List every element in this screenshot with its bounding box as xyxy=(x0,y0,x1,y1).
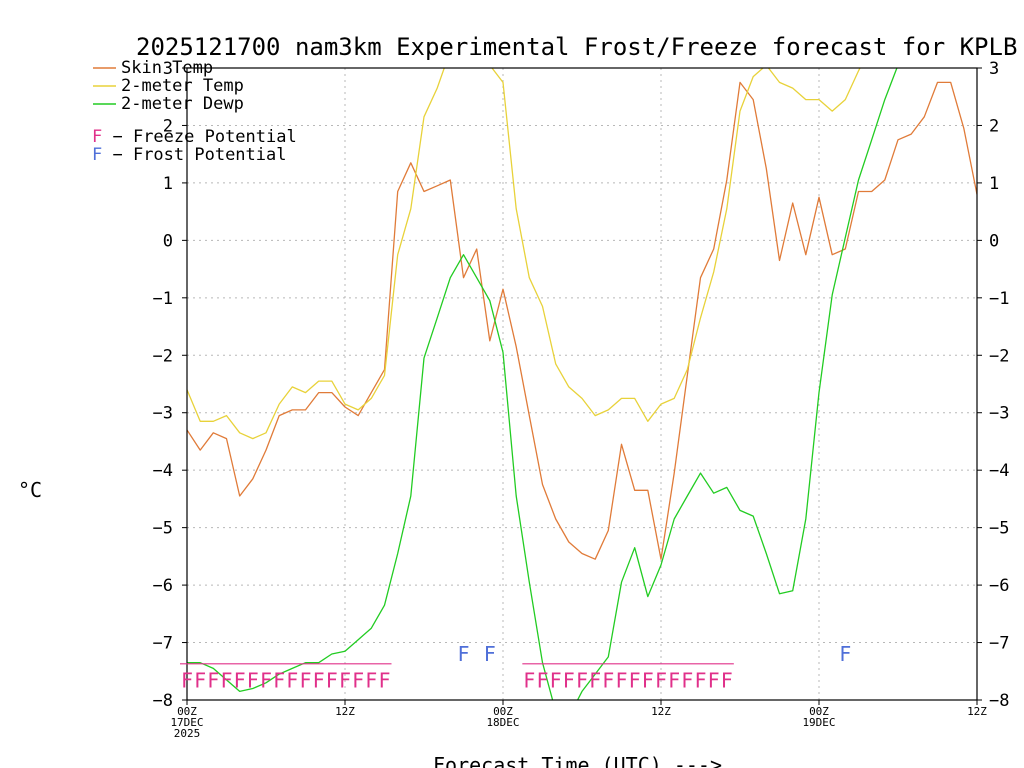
freeze-potential-marker: F xyxy=(642,668,654,692)
freeze-potential-marker: F xyxy=(352,668,364,692)
x-tick-label: 12Z xyxy=(651,705,671,718)
freeze-potential-marker: F xyxy=(247,668,259,692)
y-tick-label-right: −3 xyxy=(989,404,1009,424)
legend-entry: 2-meter Temp xyxy=(121,76,244,96)
frost-potential-marker: F xyxy=(457,642,469,666)
y-tick-label-right: −6 xyxy=(989,576,1009,596)
y-tick-label-right: 2 xyxy=(989,116,999,136)
freeze-potential-marker: F xyxy=(523,668,535,692)
y-tick-label-left: 2 xyxy=(163,116,173,136)
potential-legend-entry: F − Freeze Potential xyxy=(92,127,297,147)
freeze-potential-marker: F xyxy=(260,668,272,692)
x-tick-label: 2025 xyxy=(174,727,201,740)
potential-markers: F F F F F F F F F F F F F F F F F F F F F F F F F F F F F F F FF F F xyxy=(180,642,851,692)
x-tick-label: 19DEC xyxy=(802,716,835,729)
y-tick-label-right: −8 xyxy=(989,691,1009,711)
freeze-potential-marker: F xyxy=(234,668,246,692)
freeze-potential-marker: F xyxy=(273,668,285,692)
legend-entry: Skin Temp xyxy=(121,58,213,78)
freeze-potential-marker: F xyxy=(681,668,693,692)
potential-legend-symbol: F xyxy=(92,127,102,147)
x-tick-label: 12Z xyxy=(335,705,355,718)
x-tick-label: 00Z xyxy=(809,705,829,718)
y-tick-label-left: −2 xyxy=(153,346,173,366)
y-tick-label-right: 1 xyxy=(989,174,999,194)
x-axis-label: Forecast Time (UTC) ---> xyxy=(433,753,722,768)
freeze-potential-marker: F xyxy=(708,668,720,692)
series-layer xyxy=(187,68,977,700)
frost-potential-marker: F xyxy=(839,642,851,666)
series-line-2-meter-temp xyxy=(187,68,861,440)
chart-title: 2025121700 nam3km Experimental Frost/Fre… xyxy=(136,33,1017,61)
y-tick-label-left: 1 xyxy=(163,174,173,194)
y-tick-label-right: −7 xyxy=(989,634,1009,654)
freeze-potential-marker: F xyxy=(589,668,601,692)
potential-legend-text: − Freeze Potential xyxy=(102,127,296,147)
y-tick-label-right: −1 xyxy=(989,289,1009,309)
y-tick-label-left: −5 xyxy=(153,519,173,539)
freeze-potential-marker: F xyxy=(721,668,733,692)
freeze-potential-marker: F xyxy=(207,668,219,692)
series-line-skin-temp xyxy=(187,81,977,560)
series-line-2-meter-dewp xyxy=(187,68,898,700)
freeze-potential-marker: F xyxy=(326,668,338,692)
freeze-potential-marker: F xyxy=(286,668,298,692)
y-tick-label-left: −4 xyxy=(153,461,173,481)
plot-frame xyxy=(186,67,978,701)
x-tick-label: 00Z xyxy=(177,705,197,718)
x-tick-label: 18DEC xyxy=(486,716,519,729)
freeze-potential-marker: F xyxy=(550,668,562,692)
y-tick-label-right: −5 xyxy=(989,519,1009,539)
freeze-potential-marker: F xyxy=(563,668,575,692)
potential-legend-entry: F − Frost Potential xyxy=(92,145,286,165)
freeze-potential-marker: F xyxy=(602,668,614,692)
freeze-potential-marker: F xyxy=(576,668,588,692)
y-axis-label: °C xyxy=(18,478,42,502)
y-tick-label-left: −6 xyxy=(153,576,173,596)
x-tick-label: 17DEC xyxy=(170,716,203,729)
y-tick-label-left: 0 xyxy=(163,231,173,251)
potential-legend-symbol: F xyxy=(92,145,102,165)
x-tick-label: 00Z xyxy=(493,705,513,718)
y-axis-ticks: −8 −8 −7 −7 −6 −6 −5 −5 −4 −4 −3 −3 −2 −2 −1 −1 0 0 1 1 2 2 3 3 xyxy=(153,59,1010,711)
y-tick-label-left: −1 xyxy=(153,289,173,309)
x-tick-label: 12Z xyxy=(967,705,987,718)
freeze-potential-marker: F xyxy=(194,668,206,692)
freeze-potential-marker: F xyxy=(378,668,390,692)
y-tick-label-left: 3 xyxy=(163,59,173,79)
y-tick-label-right: −4 xyxy=(989,461,1009,481)
frost-potential-marker: F xyxy=(484,642,496,666)
freeze-potential-marker: F xyxy=(536,668,548,692)
y-tick-label-left: −8 xyxy=(153,691,173,711)
freeze-potential-marker: F xyxy=(365,668,377,692)
freeze-potential-marker: F xyxy=(299,668,311,692)
y-tick-label-right: −2 xyxy=(989,346,1009,366)
freeze-potential-marker: F xyxy=(339,668,351,692)
y-tick-label-right: 3 xyxy=(989,59,999,79)
freeze-potential-marker: F xyxy=(668,668,680,692)
freeze-potential-marker: F xyxy=(694,668,706,692)
freeze-potential-marker: F xyxy=(615,668,627,692)
freeze-potential-marker: F xyxy=(655,668,667,692)
y-tick-label-left: −7 xyxy=(153,634,173,654)
freeze-potential-marker: F xyxy=(220,668,232,692)
freeze-potential-marker: F xyxy=(629,668,641,692)
legend-entry: 2-meter Dewp xyxy=(121,94,244,114)
y-tick-label-right: 0 xyxy=(989,231,999,251)
freeze-potential-marker: F xyxy=(181,668,193,692)
freeze-potential-marker: F xyxy=(313,668,325,692)
potential-legend-text: − Frost Potential xyxy=(102,145,286,165)
y-tick-label-left: −3 xyxy=(153,404,173,424)
